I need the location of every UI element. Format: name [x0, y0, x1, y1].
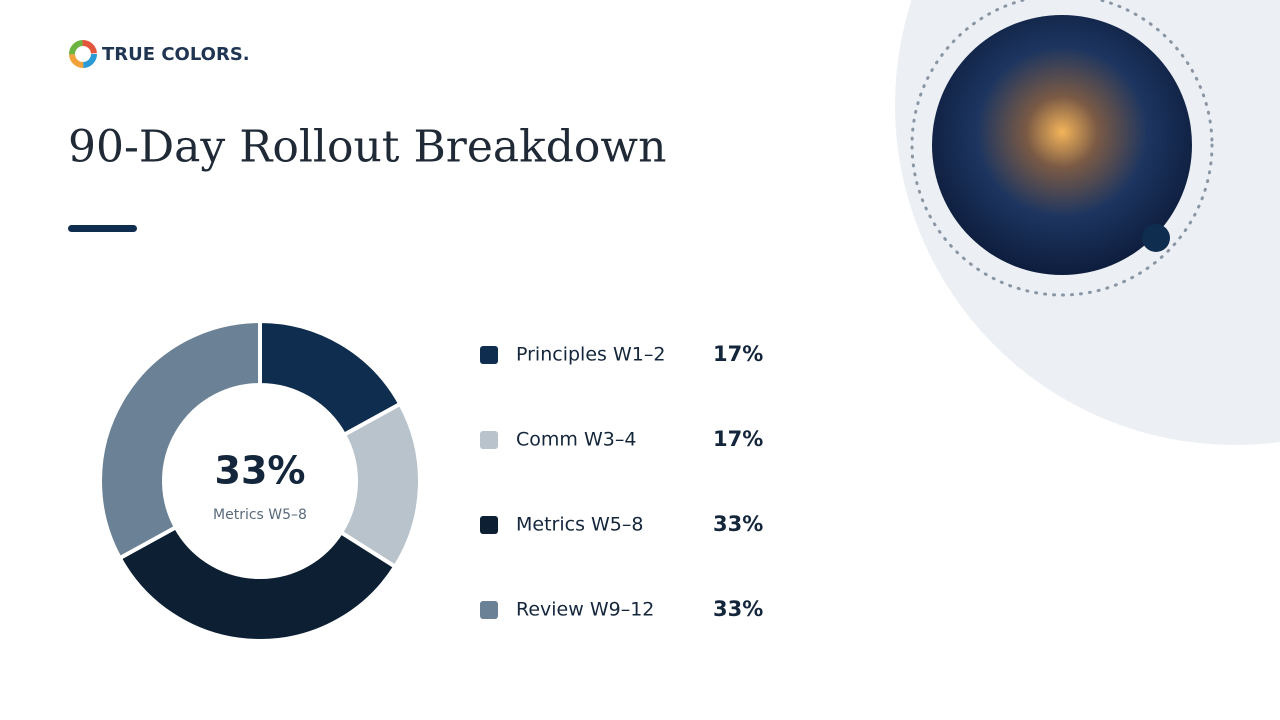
legend-swatch	[480, 346, 498, 364]
logo: TRUE COLORS.	[69, 40, 250, 68]
legend-value: 17%	[713, 427, 763, 451]
legend-label: Metrics W5–8	[516, 514, 643, 536]
legend-value: 33%	[713, 512, 763, 536]
legend-swatch	[480, 601, 498, 619]
legend-swatch	[480, 431, 498, 449]
legend-value: 17%	[713, 342, 763, 366]
title-rule	[68, 225, 137, 232]
legend-swatch	[480, 516, 498, 534]
slice	[117, 524, 398, 643]
legend-label: Comm W3–4	[516, 429, 636, 451]
accent-dot	[1142, 224, 1170, 252]
brand: TRUE COLORS.	[102, 44, 250, 65]
legend: Principles W1–2 17% Comm W3–4 17% Metrics W5…	[480, 342, 763, 621]
dotted-ring	[910, 0, 1214, 297]
legend-label: Principles W1–2	[516, 344, 665, 366]
center-label: Metrics W5–8	[213, 507, 307, 523]
legend-value: 33%	[713, 597, 763, 621]
donut: 33% Metrics W5–8	[98, 318, 422, 643]
chart-title: 90-Day Rollout Breakdown	[68, 122, 666, 173]
legend-label: Review W9–12	[516, 599, 654, 621]
hero-image	[932, 15, 1192, 275]
slice	[98, 318, 262, 561]
center-value: 33%	[215, 449, 306, 493]
